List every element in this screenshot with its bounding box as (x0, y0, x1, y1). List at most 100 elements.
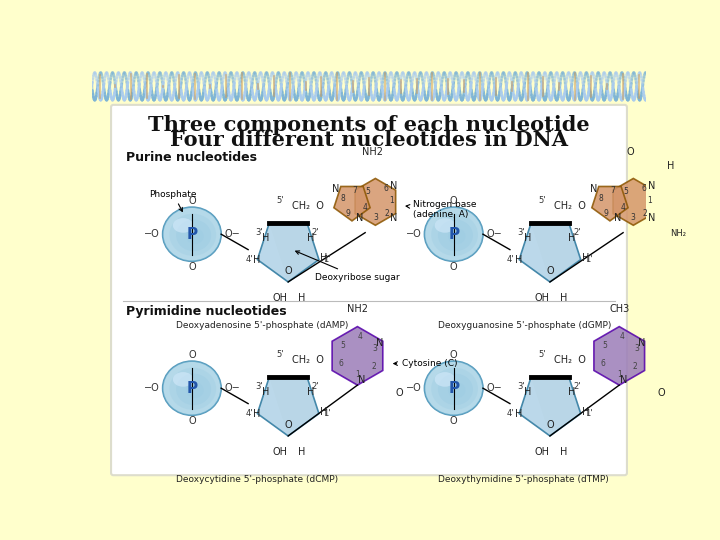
Text: 4: 4 (621, 203, 626, 212)
Text: Deoxyadenosine 5'-phosphate (dAMP): Deoxyadenosine 5'-phosphate (dAMP) (176, 321, 349, 330)
Text: O: O (450, 262, 457, 272)
Text: CH₂  O: CH₂ O (554, 201, 585, 211)
Text: H: H (582, 407, 589, 417)
Text: O−: O− (224, 383, 240, 393)
Text: NH₂: NH₂ (670, 229, 687, 238)
Text: H: H (568, 233, 576, 242)
Text: N: N (332, 184, 340, 194)
Text: O: O (396, 388, 404, 398)
Ellipse shape (438, 374, 473, 405)
Ellipse shape (448, 228, 466, 244)
Text: 3': 3' (256, 228, 263, 237)
Text: 4: 4 (363, 203, 368, 212)
Ellipse shape (163, 207, 221, 261)
Text: H: H (298, 447, 306, 457)
Text: 7: 7 (611, 186, 616, 194)
Polygon shape (594, 327, 644, 385)
Text: NH2: NH2 (347, 303, 368, 314)
Polygon shape (519, 224, 550, 282)
Text: O: O (627, 147, 634, 157)
Polygon shape (257, 377, 288, 436)
Text: Thymine (T): Thymine (T) (0, 539, 1, 540)
Text: H: H (262, 387, 270, 397)
Text: 1': 1' (323, 409, 331, 418)
Text: H: H (515, 254, 522, 265)
Ellipse shape (173, 372, 194, 387)
Text: 8: 8 (599, 194, 603, 204)
Text: Purine nucleotides: Purine nucleotides (127, 151, 258, 164)
Polygon shape (519, 377, 550, 436)
Text: CH3: CH3 (609, 303, 629, 314)
Text: O−: O− (486, 229, 502, 239)
Polygon shape (257, 377, 319, 436)
Text: H: H (253, 409, 260, 419)
Text: 2': 2' (574, 382, 581, 391)
Polygon shape (257, 224, 288, 282)
Ellipse shape (425, 208, 483, 260)
Text: 1: 1 (617, 370, 621, 380)
Text: N: N (390, 213, 397, 223)
Ellipse shape (173, 218, 194, 233)
Text: 2: 2 (633, 362, 638, 370)
Text: N: N (648, 213, 655, 223)
Text: 2: 2 (643, 209, 647, 218)
Text: H: H (560, 447, 567, 457)
Ellipse shape (163, 208, 221, 260)
Text: H: H (560, 293, 567, 303)
Text: 5: 5 (602, 341, 607, 350)
Text: 1': 1' (585, 255, 593, 264)
Text: 2': 2' (312, 382, 319, 391)
Text: 2: 2 (372, 362, 376, 370)
Text: O−: O− (224, 229, 240, 239)
Text: 6: 6 (641, 184, 646, 193)
Text: 2: 2 (384, 209, 390, 218)
Text: O: O (188, 197, 196, 206)
Text: 4': 4' (246, 409, 253, 418)
Text: 8: 8 (341, 194, 346, 204)
Text: −O: −O (144, 383, 160, 393)
Ellipse shape (186, 382, 204, 398)
Text: 4: 4 (358, 332, 363, 341)
Text: H: H (253, 254, 260, 265)
Ellipse shape (448, 382, 466, 398)
Text: 1: 1 (389, 196, 394, 205)
Ellipse shape (169, 214, 216, 256)
Polygon shape (257, 224, 319, 282)
Text: N: N (358, 375, 366, 385)
Polygon shape (355, 178, 396, 225)
Polygon shape (334, 186, 370, 221)
Ellipse shape (176, 220, 211, 251)
Text: N: N (613, 213, 621, 223)
Text: CH₂  O: CH₂ O (554, 355, 585, 365)
Ellipse shape (431, 214, 478, 256)
Polygon shape (613, 178, 654, 225)
Ellipse shape (431, 368, 478, 410)
Text: O: O (450, 197, 457, 206)
Text: 2': 2' (574, 228, 581, 237)
Text: Three components of each nucleotide: Three components of each nucleotide (148, 115, 590, 135)
Text: H: H (307, 233, 314, 242)
Text: 1: 1 (647, 196, 652, 205)
Text: OH: OH (535, 447, 550, 457)
Text: Nitrogen base
(adenine, A): Nitrogen base (adenine, A) (406, 200, 477, 219)
Text: Cytosine (C): Cytosine (C) (394, 359, 458, 368)
Text: 4: 4 (620, 332, 625, 341)
Text: 4': 4' (507, 409, 515, 418)
Text: H: H (568, 387, 576, 397)
Text: N: N (376, 338, 383, 348)
Text: O: O (188, 416, 196, 426)
Text: H: H (298, 293, 306, 303)
Ellipse shape (163, 362, 221, 415)
Text: 5': 5' (276, 350, 284, 359)
Text: P: P (186, 381, 197, 396)
Ellipse shape (425, 207, 483, 261)
Text: H: H (515, 409, 522, 419)
Text: P: P (186, 227, 197, 242)
Polygon shape (332, 327, 383, 385)
Text: 6: 6 (600, 359, 606, 368)
Text: O−: O− (486, 383, 502, 393)
Text: 3': 3' (517, 382, 525, 391)
Text: 4': 4' (507, 255, 515, 264)
Text: O: O (546, 266, 554, 276)
Text: O: O (450, 350, 457, 360)
